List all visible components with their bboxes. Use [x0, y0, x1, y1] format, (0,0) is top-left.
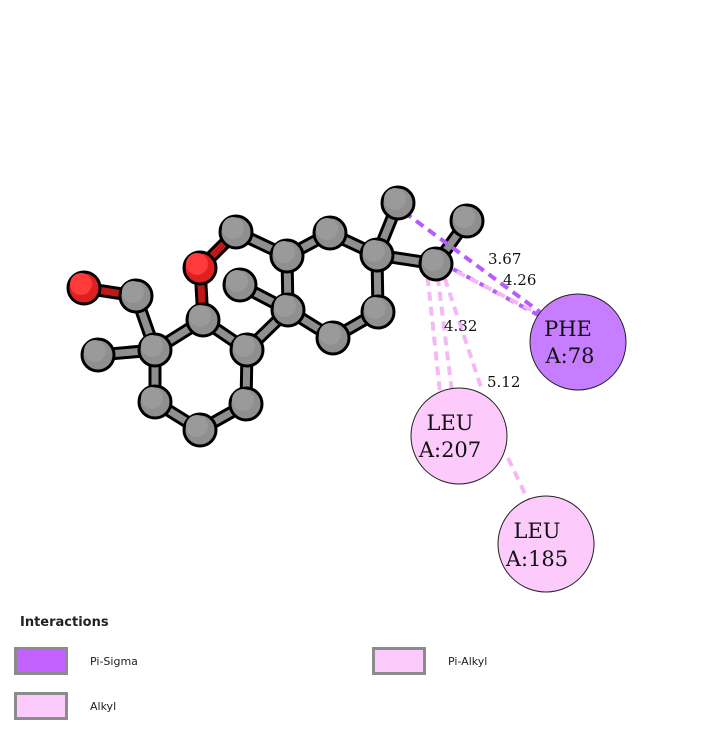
- atom-highlight: [232, 389, 254, 411]
- interaction-diagram: PHE A:78 LEU A:207 LEU A:185 3.67 4.26 4…: [66, 185, 627, 593]
- atom-highlight: [273, 241, 295, 263]
- residue-name: PHE: [544, 317, 592, 341]
- residue-leu-207: LEU A:207: [410, 387, 508, 485]
- residue-id: A:78: [545, 344, 595, 368]
- atom-highlight: [141, 387, 163, 409]
- atom-highlight: [226, 270, 248, 292]
- atom-highlight: [70, 273, 92, 295]
- interaction-lines: [402, 210, 542, 501]
- ligand-atoms: [66, 185, 485, 448]
- legend-item-pi-sigma: Pi-Sigma: [14, 647, 138, 675]
- atom-highlight: [141, 335, 163, 357]
- atom-highlight: [186, 415, 208, 437]
- interaction-line: [424, 261, 442, 393]
- atom-highlight: [384, 188, 406, 210]
- interaction-line: [438, 263, 484, 391]
- atom-highlight: [84, 340, 106, 362]
- residue-circle: [529, 293, 627, 391]
- distance-label: 4.32: [444, 317, 477, 335]
- residue-circle: [410, 387, 508, 485]
- atom-highlight: [189, 305, 211, 327]
- legend-label: Pi-Alkyl: [448, 654, 488, 668]
- atom-highlight: [274, 295, 296, 317]
- atom-highlight: [364, 297, 386, 319]
- legend-swatch: [14, 647, 68, 675]
- residue-leu-185: LEU A:185: [497, 495, 595, 593]
- residue-name: LEU: [427, 411, 474, 435]
- legend-item-pi-alkyl: Pi-Alkyl: [372, 647, 487, 675]
- atom-highlight: [422, 249, 444, 271]
- legend-item-alkyl: Alkyl: [14, 692, 116, 720]
- atom-highlight: [186, 253, 208, 275]
- distance-label: 5.12: [487, 373, 520, 391]
- distance-label: 4.26: [503, 271, 536, 289]
- residue-phe-78: PHE A:78: [529, 293, 627, 391]
- interaction-line: [402, 210, 542, 314]
- legend-label: Pi-Sigma: [90, 654, 138, 668]
- atom-highlight: [316, 218, 338, 240]
- legend-swatch: [14, 692, 68, 720]
- atom-highlight: [363, 240, 385, 262]
- atom-highlight: [319, 323, 341, 345]
- atom-highlight: [453, 206, 475, 228]
- residue-name: LEU: [514, 519, 561, 543]
- atom-highlight: [233, 335, 255, 357]
- atom-highlight: [222, 217, 244, 239]
- legend-title: Interactions: [20, 615, 109, 630]
- interaction-line: [434, 261, 454, 393]
- atom-highlight: [122, 281, 144, 303]
- legend-label: Alkyl: [90, 699, 117, 713]
- residue-circle: [497, 495, 595, 593]
- distance-label: 3.67: [488, 250, 521, 268]
- legend-swatch: [372, 647, 426, 675]
- residue-id: A:185: [505, 547, 568, 571]
- interaction-line: [506, 457, 530, 501]
- residue-id: A:207: [418, 438, 481, 462]
